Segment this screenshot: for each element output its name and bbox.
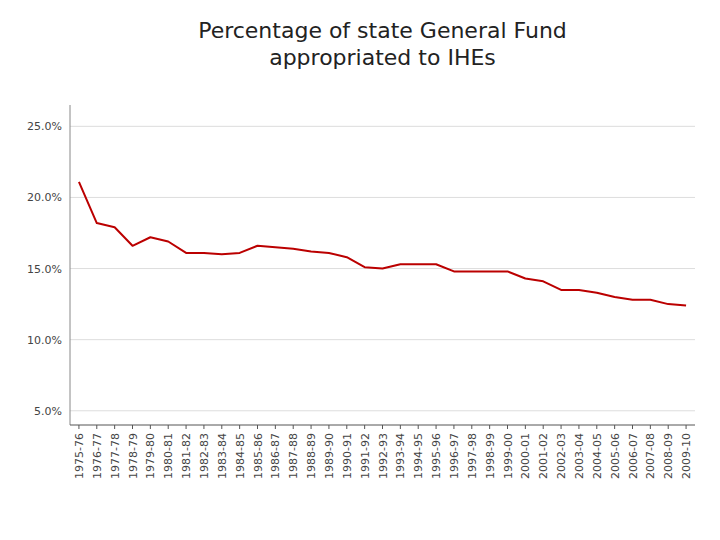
x-tick [275,425,276,429]
grid [70,126,695,410]
y-axis-line [70,105,71,425]
x-tick [328,425,329,429]
x-tick [186,425,187,429]
x-tick [596,425,597,429]
x-tick [632,425,633,429]
x-tick-label: 1979-80 [144,433,157,479]
x-tick [471,425,472,429]
x-tick [346,425,347,429]
x-tick-label: 2000-01 [519,433,532,479]
x-tick [578,425,579,429]
grid-line [70,339,695,340]
x-tick [257,425,258,429]
x-tick [507,425,508,429]
x-tick [650,425,651,429]
x-tick-label: 2007-08 [644,433,657,479]
y-tick-label: 5.0% [34,405,62,418]
x-tick-label: 1990-91 [341,433,354,479]
x-tick-label: 1983-84 [216,433,229,479]
x-tick-label: 2002-03 [555,433,568,479]
x-tick [543,425,544,429]
y-tick-label: 15.0% [27,263,62,276]
x-tick [561,425,562,429]
x-tick-label: 1984-85 [234,433,247,479]
grid-line [70,410,695,411]
x-tick [382,425,383,429]
x-tick [364,425,365,429]
x-tick-label: 1982-83 [198,433,211,479]
x-tick-label: 1997-98 [466,433,479,479]
x-tick [453,425,454,429]
title: Percentage of state General Fundappropri… [198,18,567,70]
x-tick-label: 1996-97 [448,433,461,479]
x-tick-label: 1992-93 [377,433,390,479]
title-line: appropriated to IHEs [269,45,496,70]
grid-line [70,126,695,127]
x-tick [489,425,490,429]
x-tick [293,425,294,429]
x-tick-label: 1985-86 [252,433,265,479]
x-tick-label: 1987-88 [287,433,300,479]
chart: Percentage of state General Fundappropri… [0,0,720,540]
x-tick [168,425,169,429]
x-tick-label: 1980-81 [162,433,175,479]
x-tick [614,425,615,429]
line [79,182,686,306]
x-tick [150,425,151,429]
y-tick-label: 20.0% [27,191,62,204]
x-tick-label: 1986-87 [269,433,282,479]
x-tick-label: 1991-92 [359,433,372,479]
x-tick [78,425,79,429]
x-tick-label: 2006-07 [627,433,640,479]
x-tick-label: 2003-04 [573,433,586,479]
x-tick-label: 2004-05 [591,433,604,479]
x-tick [400,425,401,429]
x-tick [686,425,687,429]
background [0,0,720,540]
x-tick [239,425,240,429]
x-tick-label: 1978-79 [127,433,140,479]
x-tick-label: 1988-89 [305,433,318,479]
x-tick-label: 1999-00 [502,433,515,479]
x-tick [132,425,133,429]
y-tick-label: 25.0% [27,120,62,133]
x-tick [221,425,222,429]
x-tick-label: 1975-76 [73,433,86,479]
x-tick-label: 1995-96 [430,433,443,479]
x-tick-label: 2001-02 [537,433,550,479]
x-tick-label: 1993-94 [394,433,407,479]
x-tick-label: 1989-90 [323,433,336,479]
x-tick [311,425,312,429]
x-tick [203,425,204,429]
x-tick-label: 1994-95 [412,433,425,479]
x-tick-label: 1998-99 [484,433,497,479]
x-tick-label: 2009-10 [680,433,693,479]
x-tick [525,425,526,429]
x-tick [418,425,419,429]
x-tick-label: 2005-06 [609,433,622,479]
x-tick-label: 2008-09 [662,433,675,479]
y-tick-label: 10.0% [27,334,62,347]
x-tick-label: 1981-82 [180,433,193,479]
x-tick [114,425,115,429]
x-tick-label: 1976-77 [91,433,104,479]
x-tick [668,425,669,429]
x-tick [436,425,437,429]
series [79,182,686,306]
x-tick [96,425,97,429]
grid-line [70,197,695,198]
x-tick-label: 1977-78 [109,433,122,479]
title-line: Percentage of state General Fund [198,18,567,43]
